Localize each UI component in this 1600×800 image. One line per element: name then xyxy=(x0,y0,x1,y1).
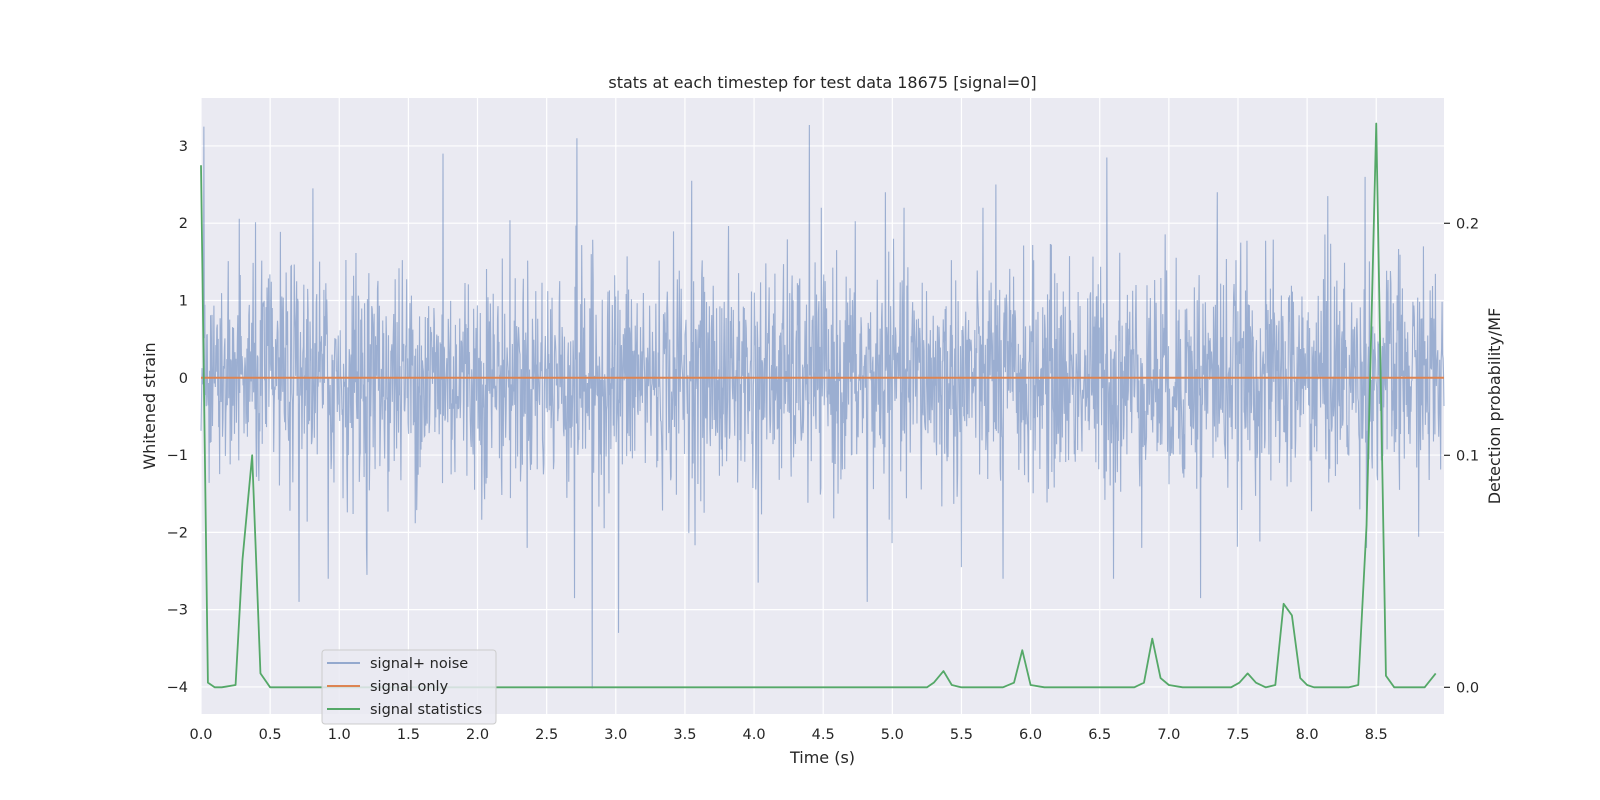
x-tick-label: 0.0 xyxy=(189,727,212,743)
x-tick-label: 2.5 xyxy=(535,727,558,743)
x-tick-label: 4.0 xyxy=(743,727,766,743)
series-line-signal-statistics xyxy=(200,122,1437,689)
legend-label-signal-noise: signal+ noise xyxy=(370,656,468,672)
x-tick-label: 8.5 xyxy=(1365,727,1388,743)
legend-label-signal-only: signal only xyxy=(370,679,449,695)
ticks: 0.0 0.5 1.0 1.5 2.0 2.5 3.0 3.5 4.0 4.5 5.0 5.5 6.0 6… xyxy=(167,139,1479,743)
x-tick-label: 1.0 xyxy=(328,727,351,743)
legend-label-signal-statistics: signal statistics xyxy=(370,702,482,718)
x-tick-label: 2.0 xyxy=(466,727,489,743)
y2-tick-label: 0.1 xyxy=(1456,448,1479,464)
x-tick-label: 7.5 xyxy=(1226,727,1249,743)
x-tick-label: 7.0 xyxy=(1157,727,1180,743)
y-tick-label: −4 xyxy=(167,680,188,696)
y-tick-label: −2 xyxy=(167,525,188,541)
x-tick-label: 0.5 xyxy=(259,727,282,743)
x-tick-label: 8.0 xyxy=(1296,727,1319,743)
x-tick-label: 5.0 xyxy=(881,727,904,743)
x-tick-label: 6.5 xyxy=(1088,727,1111,743)
y-tick-label: 1 xyxy=(179,293,188,309)
x-tick-label: 4.5 xyxy=(812,727,835,743)
y-tick-label: 2 xyxy=(179,216,188,232)
x-tick-label: 5.5 xyxy=(950,727,973,743)
y-tick-label: −1 xyxy=(167,448,188,464)
series-layer xyxy=(200,122,1445,689)
x-tick-label: 3.0 xyxy=(604,727,627,743)
y2-tick-label: 0.0 xyxy=(1456,680,1479,696)
legend-box xyxy=(321,649,497,725)
y2-axis-label: Detection probability/MF xyxy=(1485,308,1504,505)
y-tick-label: 3 xyxy=(179,139,188,155)
x-tick-label: 3.5 xyxy=(673,727,696,743)
x-axis-label: Time (s) xyxy=(789,748,855,767)
legend: signal+ noise signal only signal statist… xyxy=(321,649,497,725)
x-tick-label: 6.0 xyxy=(1019,727,1042,743)
y-tick-label: −3 xyxy=(167,603,188,619)
series-line-signal-noise xyxy=(200,125,1445,689)
chart-title: stats at each timestep for test data 186… xyxy=(608,73,1036,92)
y2-tick-label: 0.2 xyxy=(1456,216,1479,232)
y-tick-label: 0 xyxy=(179,371,188,387)
y-axis-label: Whitened strain xyxy=(140,342,159,469)
x-tick-label: 1.5 xyxy=(397,727,420,743)
